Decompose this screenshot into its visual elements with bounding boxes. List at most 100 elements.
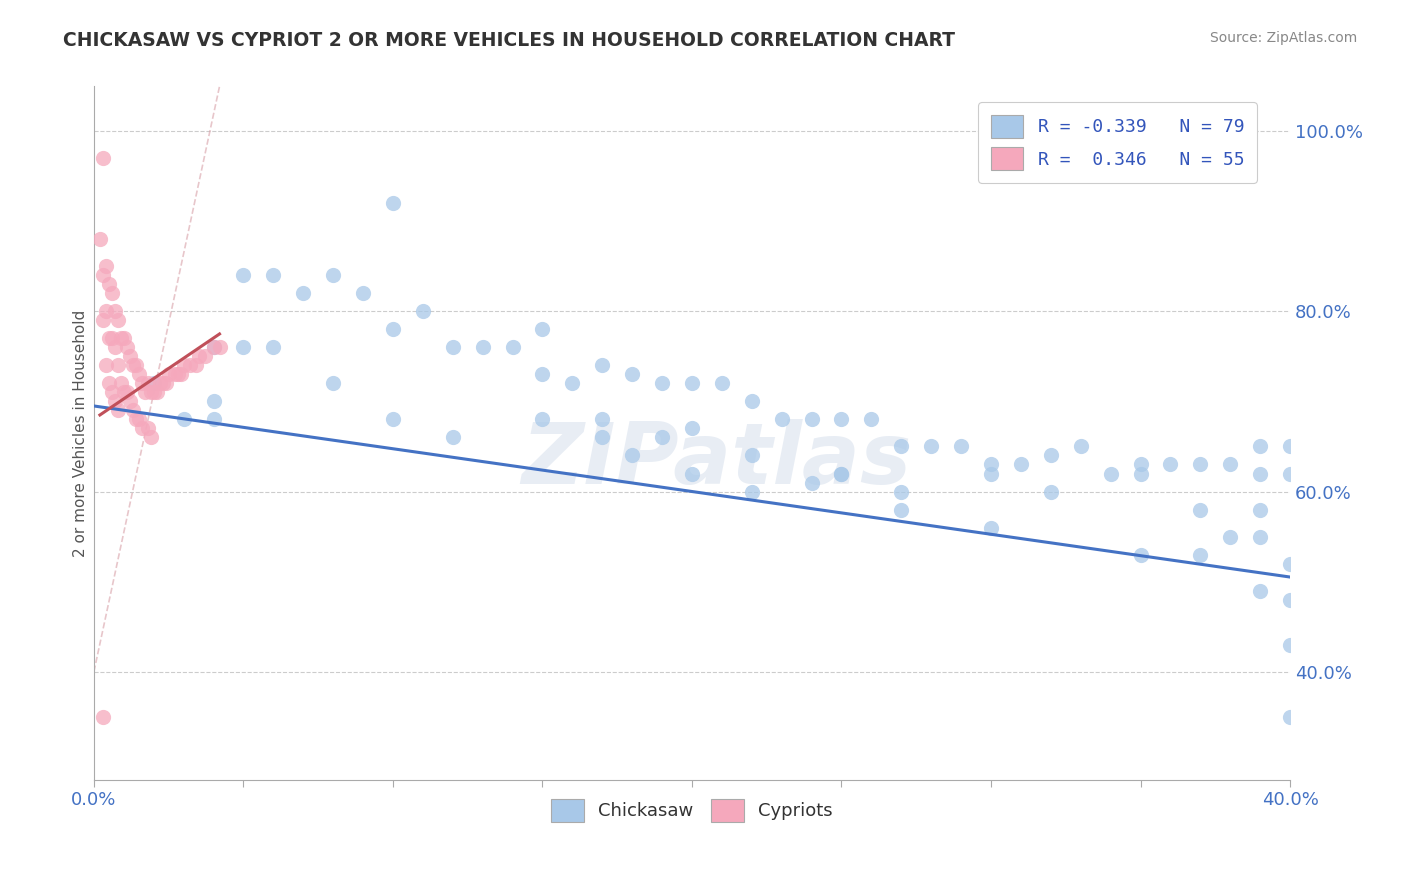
Point: [91, 709, 114, 723]
Point: [202, 341, 225, 355]
Point: [830, 467, 852, 481]
Point: [890, 440, 912, 454]
Point: [1129, 467, 1152, 481]
Point: [173, 412, 195, 426]
Point: [1039, 449, 1062, 463]
Point: [322, 376, 344, 391]
Point: [1129, 458, 1152, 472]
Point: [1279, 638, 1302, 652]
Point: [208, 341, 231, 355]
Point: [1129, 548, 1152, 562]
Point: [381, 322, 404, 336]
Point: [155, 376, 177, 391]
Point: [91, 152, 114, 166]
Text: CHICKASAW VS CYPRIOT 2 OR MORE VEHICLES IN HOUSEHOLD CORRELATION CHART: CHICKASAW VS CYPRIOT 2 OR MORE VEHICLES …: [63, 31, 955, 50]
Point: [112, 331, 135, 345]
Point: [107, 313, 129, 327]
Point: [830, 412, 852, 426]
Point: [1279, 592, 1302, 607]
Point: [193, 350, 215, 364]
Point: [741, 394, 763, 409]
Point: [502, 341, 524, 355]
Point: [1039, 484, 1062, 499]
Point: [381, 196, 404, 211]
Point: [107, 403, 129, 417]
Point: [97, 331, 120, 345]
Point: [97, 277, 120, 292]
Point: [136, 421, 159, 435]
Point: [531, 368, 554, 382]
Point: [97, 376, 120, 391]
Point: [710, 376, 733, 391]
Point: [110, 331, 132, 345]
Point: [166, 368, 188, 382]
Point: [139, 385, 162, 400]
Point: [1189, 502, 1212, 516]
Point: [741, 484, 763, 499]
Point: [352, 286, 374, 301]
Point: [173, 359, 195, 373]
Point: [920, 440, 942, 454]
Point: [202, 394, 225, 409]
Point: [101, 331, 124, 345]
Point: [1070, 440, 1092, 454]
Point: [139, 430, 162, 444]
Point: [621, 449, 644, 463]
Point: [232, 268, 254, 283]
Point: [232, 341, 254, 355]
Point: [860, 412, 883, 426]
Point: [149, 376, 172, 391]
Point: [104, 394, 127, 409]
Point: [1219, 529, 1241, 543]
Point: [128, 412, 150, 426]
Point: [134, 385, 156, 400]
Point: [651, 430, 673, 444]
Point: [322, 268, 344, 283]
Point: [651, 376, 673, 391]
Point: [591, 359, 613, 373]
Point: [1189, 548, 1212, 562]
Point: [800, 412, 823, 426]
Point: [91, 268, 114, 283]
Point: [157, 368, 180, 382]
Point: [980, 520, 1002, 534]
Point: [187, 350, 209, 364]
Point: [184, 359, 207, 373]
Point: [1279, 467, 1302, 481]
Point: [163, 368, 186, 382]
Point: [471, 341, 494, 355]
Point: [179, 359, 201, 373]
Point: [121, 359, 143, 373]
Text: Source: ZipAtlas.com: Source: ZipAtlas.com: [1209, 31, 1357, 45]
Y-axis label: 2 or more Vehicles in Household: 2 or more Vehicles in Household: [73, 310, 87, 557]
Point: [145, 385, 167, 400]
Point: [412, 304, 434, 318]
Point: [125, 412, 148, 426]
Point: [142, 376, 165, 391]
Point: [681, 467, 703, 481]
Point: [681, 376, 703, 391]
Point: [107, 359, 129, 373]
Point: [980, 467, 1002, 481]
Point: [1189, 458, 1212, 472]
Point: [118, 350, 141, 364]
Point: [131, 421, 153, 435]
Point: [800, 475, 823, 490]
Point: [101, 385, 124, 400]
Point: [1249, 529, 1271, 543]
Text: ZIPatlas: ZIPatlas: [520, 419, 911, 502]
Point: [94, 359, 117, 373]
Point: [1099, 467, 1122, 481]
Point: [169, 368, 191, 382]
Point: [128, 368, 150, 382]
Point: [112, 385, 135, 400]
Point: [681, 421, 703, 435]
Point: [131, 376, 153, 391]
Point: [950, 440, 973, 454]
Point: [1279, 440, 1302, 454]
Point: [381, 412, 404, 426]
Point: [104, 341, 127, 355]
Point: [531, 322, 554, 336]
Point: [621, 368, 644, 382]
Point: [980, 458, 1002, 472]
